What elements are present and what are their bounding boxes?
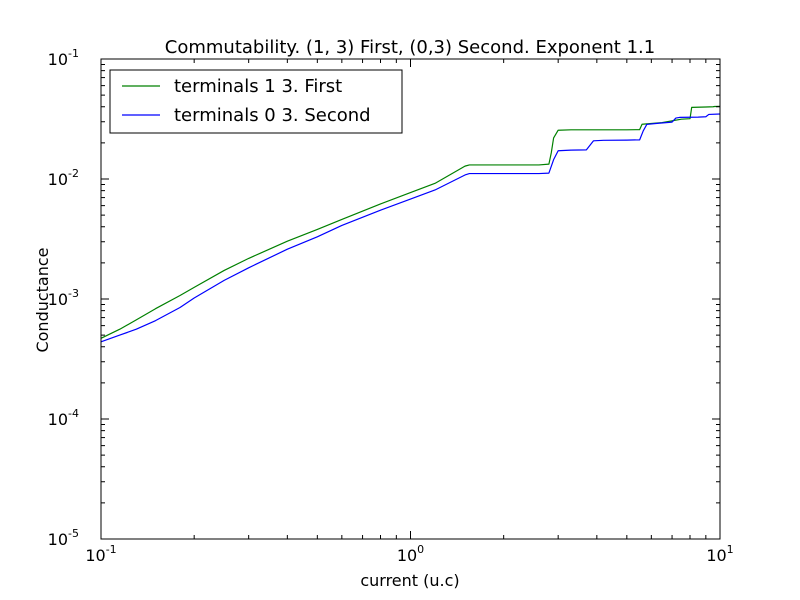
x-tick-label-1: 100: [397, 543, 424, 565]
series-layer: [100, 105, 721, 343]
series-line-1: [100, 113, 721, 343]
legend-label-first: terminals 1 3. First: [174, 76, 342, 97]
y-tick-label-0: 10-5: [48, 527, 79, 549]
x-tick-label-2: 101: [706, 543, 733, 565]
tick-layer: 10-1 100 101 10-5 10-4 10-3 10-2 10-1: [48, 47, 734, 565]
y-tick-label-2: 10-3: [48, 287, 79, 309]
series-line-0: [100, 105, 721, 339]
y-tick-label-1: 10-4: [48, 407, 79, 429]
y-axis-label: Conductance: [33, 247, 52, 352]
y-tick-label-4: 10-1: [48, 47, 79, 69]
x-axis-label: current (u.c): [360, 571, 459, 590]
chart-title: Commutability. (1, 3) First, (0,3) Secon…: [165, 37, 655, 58]
y-tick-label-3: 10-2: [48, 167, 79, 189]
legend-box: [109, 69, 403, 134]
x-tick-label-0: 10-1: [85, 543, 116, 565]
legend: terminals 1 3. First terminals 0 3. Seco…: [109, 69, 403, 134]
legend-label-second: terminals 0 3. Second: [174, 105, 371, 126]
